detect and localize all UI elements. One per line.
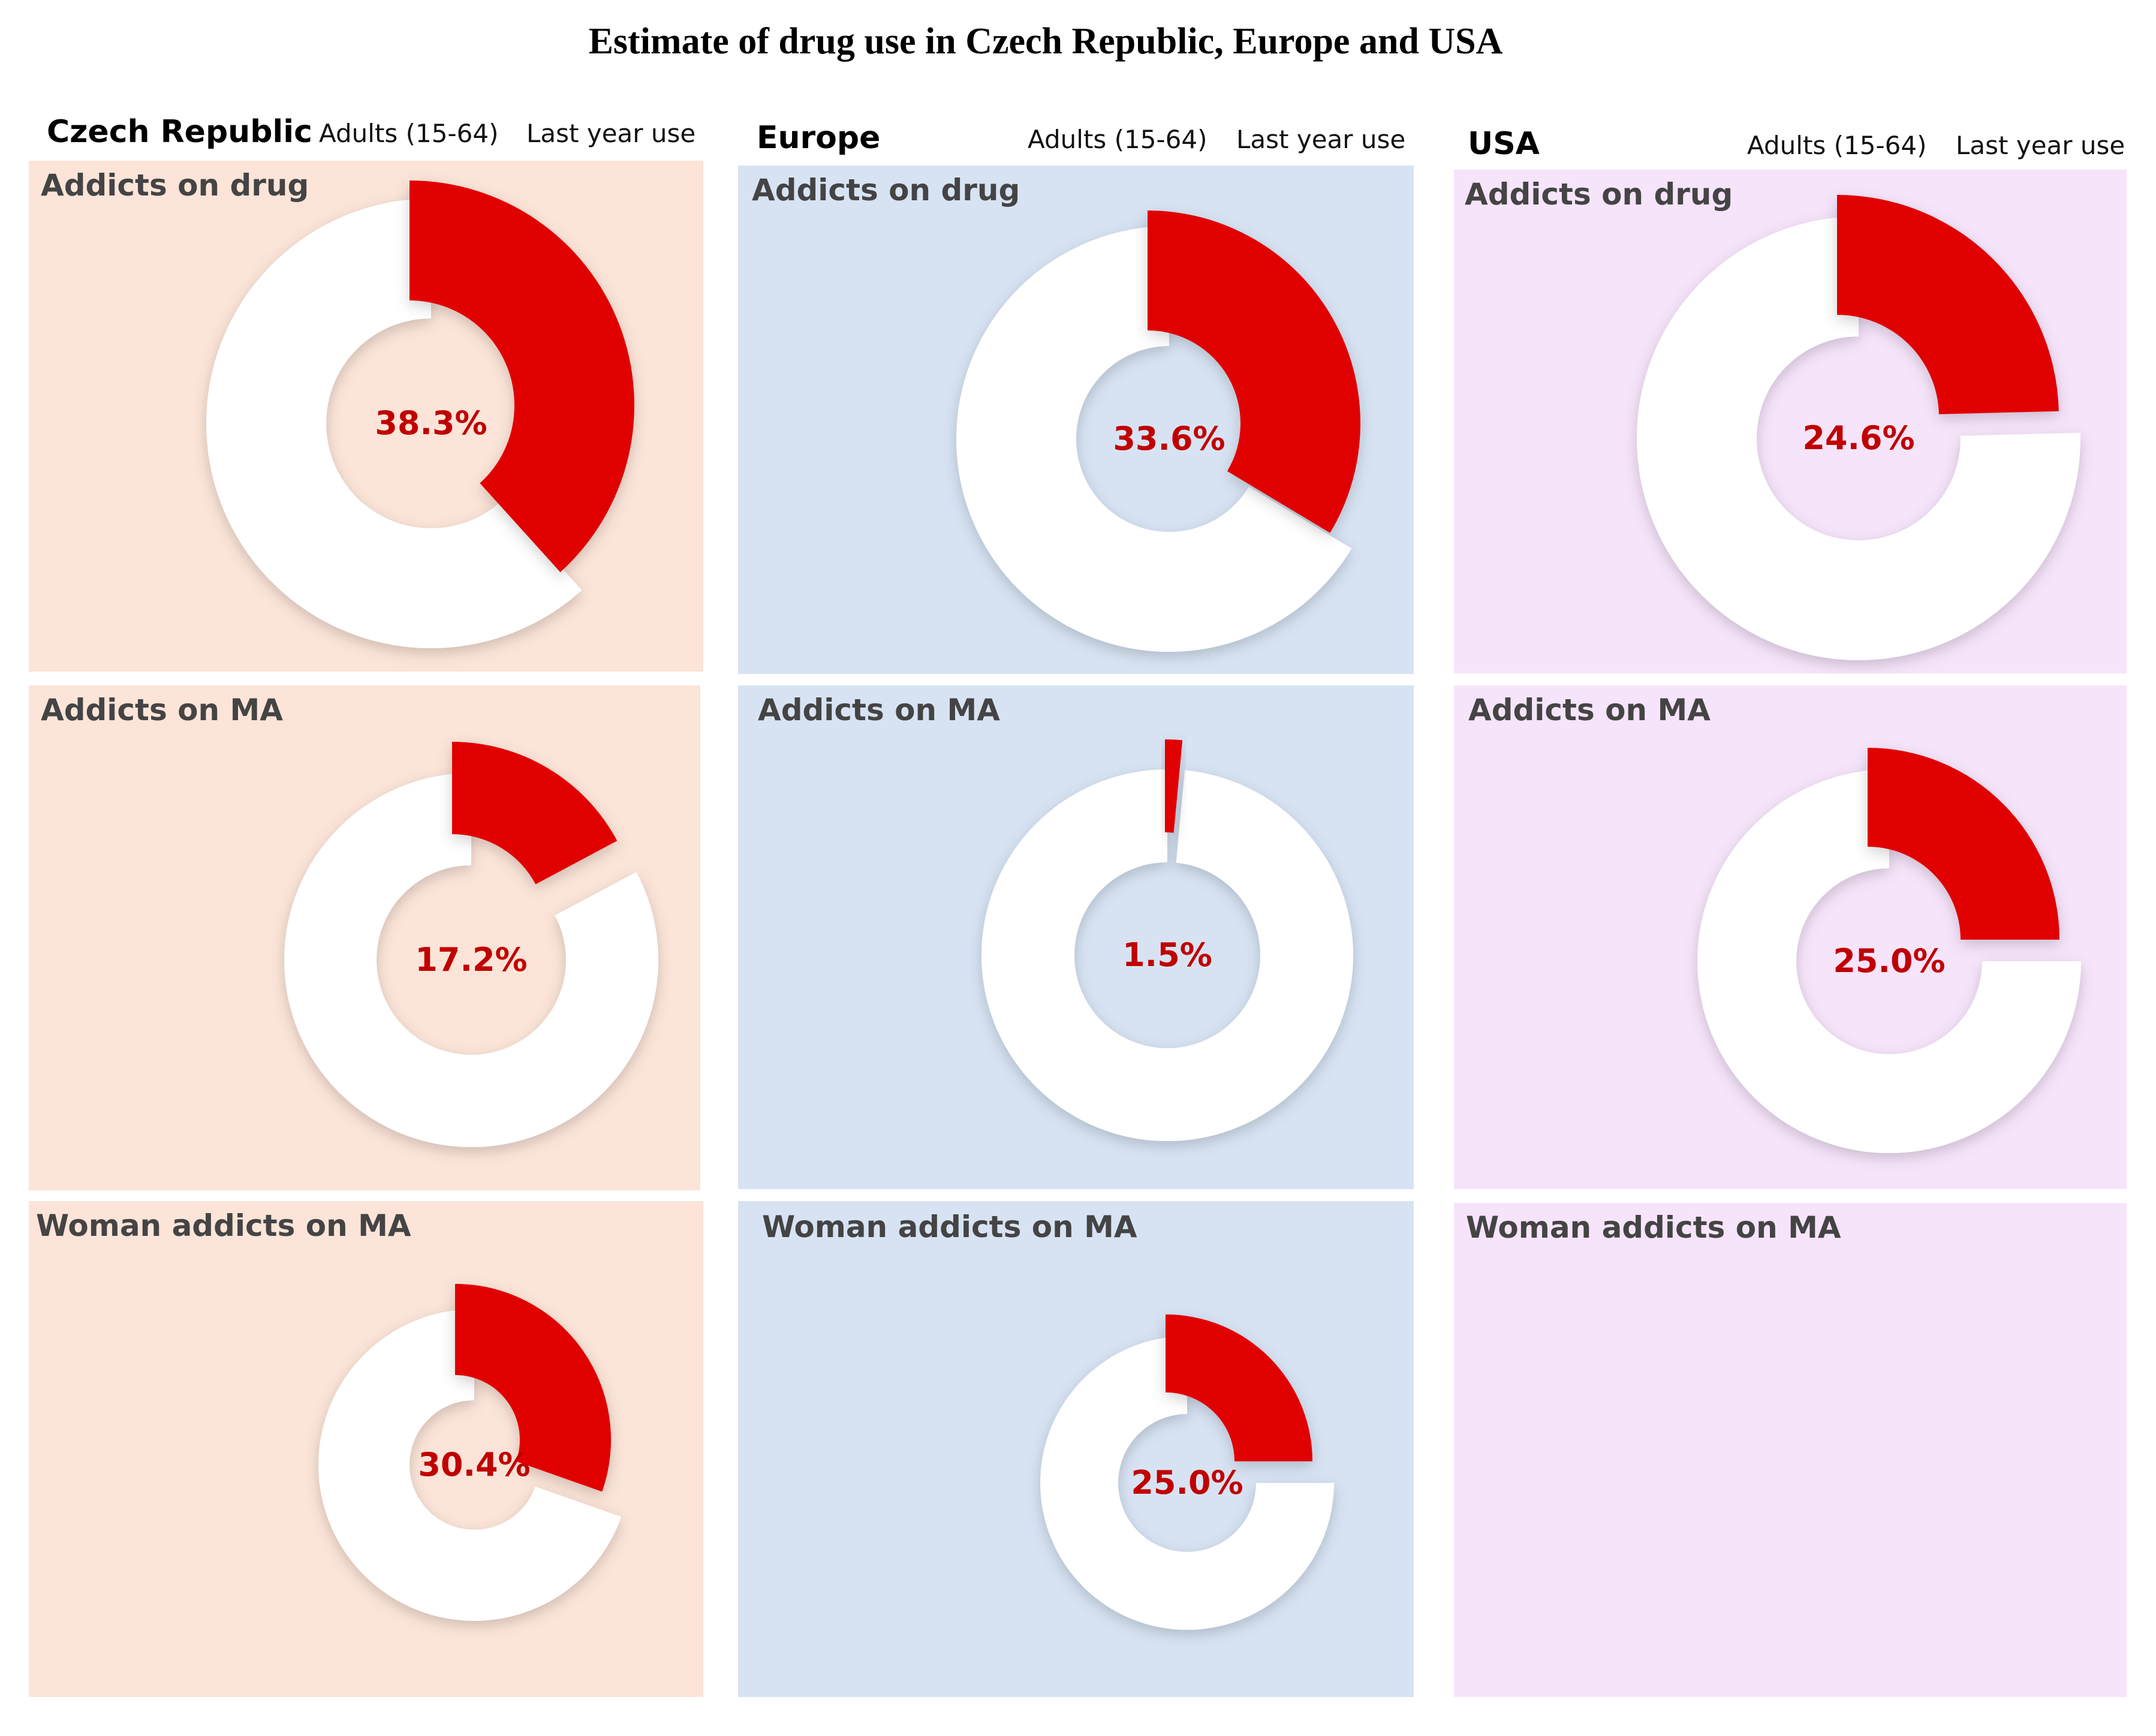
- donut-highlight-slice: [1868, 748, 2059, 940]
- donut-highlight-slice: [1165, 739, 1183, 833]
- panel-europe-addicts-drug: Addicts on drug 33.6%: [738, 166, 1414, 674]
- donut-value-label: 38.3%: [375, 404, 487, 442]
- donut-highlight-slice: [452, 742, 618, 884]
- panel-title: Addicts on MA: [1468, 693, 1711, 727]
- panel-czech-woman-addicts-ma: Woman addicts on MA 30.4%: [29, 1201, 703, 1697]
- donut-value-label: 25.0%: [1131, 1464, 1243, 1502]
- donut-remainder-slice: [1697, 769, 2081, 1153]
- panel-usa-addicts-drug: Addicts on drug 24.6%: [1454, 170, 2127, 673]
- column-country: Europe: [757, 120, 881, 156]
- donut-value-label: 1.5%: [1122, 936, 1212, 974]
- donut-chart: 17.2%: [284, 742, 658, 1147]
- column-period: Last year use: [1956, 131, 2125, 160]
- column-period: Last year use: [1236, 125, 1406, 154]
- column-header-czech: Czech Republic Adults (15-64) Last year …: [47, 114, 695, 162]
- panel-title: Woman addicts on MA: [762, 1210, 1137, 1244]
- donut-chart: 1.5%: [981, 739, 1353, 1141]
- column-header-europe: Europe Adults (15-64) Last year use: [757, 120, 1405, 168]
- panel-title: Addicts on drug: [752, 173, 1020, 207]
- donut-chart: 24.6%: [1637, 195, 2080, 660]
- column-period: Last year use: [526, 119, 696, 148]
- donut-value-label: 30.4%: [418, 1446, 530, 1484]
- donut-value-label: 33.6%: [1113, 420, 1225, 458]
- donut-value-label: 25.0%: [1833, 942, 1945, 980]
- panel-title: Addicts on drug: [41, 168, 309, 203]
- donut-chart: 33.6%: [956, 210, 1360, 652]
- donut-remainder-slice: [284, 773, 658, 1147]
- donut-remainder-slice: [981, 769, 1353, 1141]
- donut-value-label: 17.2%: [415, 941, 527, 979]
- donut-value-label: 24.6%: [1802, 419, 1914, 457]
- donut-highlight-slice: [1837, 195, 2059, 414]
- panel-europe-woman-addicts-ma: Woman addicts on MA 25.0%: [738, 1201, 1414, 1697]
- donut-chart: 30.4%: [318, 1284, 622, 1621]
- donut-remainder-slice: [206, 198, 582, 648]
- donut-remainder-slice: [318, 1309, 622, 1621]
- donut-remainder-slice: [956, 226, 1352, 652]
- column-country: Czech Republic: [47, 114, 312, 150]
- donut-remainder-slice: [1637, 216, 2080, 660]
- column-header-usa: USA Adults (15-64) Last year use: [1468, 126, 2125, 174]
- panel-czech-addicts-drug: Addicts on drug 38.3%: [29, 161, 703, 672]
- column-adults: Adults (15-64): [1028, 125, 1208, 154]
- donut-highlight-slice: [1166, 1314, 1312, 1461]
- column-adults: Adults (15-64): [319, 119, 499, 148]
- panel-title: Woman addicts on MA: [36, 1208, 411, 1243]
- panel-usa-woman-addicts-ma: Woman addicts on MA: [1454, 1203, 2127, 1697]
- donut-chart: 25.0%: [1040, 1314, 1334, 1630]
- donut-highlight-slice: [409, 180, 634, 573]
- panel-title: Addicts on MA: [41, 693, 283, 727]
- donut-chart: 38.3%: [206, 180, 634, 648]
- donut-highlight-slice: [1148, 210, 1360, 533]
- panel-usa-addicts-ma: Addicts on MA 25.0%: [1454, 685, 2127, 1189]
- panel-title: Addicts on drug: [1465, 177, 1733, 212]
- chart-title: Estimate of drug use in Czech Republic, …: [588, 21, 1503, 62]
- panel-czech-addicts-ma: Addicts on MA 17.2%: [29, 685, 700, 1190]
- donut-chart: 25.0%: [1697, 748, 2081, 1153]
- column-country: USA: [1468, 126, 1540, 162]
- panel-europe-addicts-ma: Addicts on MA 1.5%: [738, 685, 1414, 1189]
- panel-title: Woman addicts on MA: [1466, 1210, 1841, 1245]
- donut-remainder-slice: [1040, 1336, 1334, 1630]
- column-adults: Adults (15-64): [1747, 131, 1927, 160]
- donut-highlight-slice: [455, 1284, 612, 1492]
- panel-title: Addicts on MA: [758, 693, 1000, 727]
